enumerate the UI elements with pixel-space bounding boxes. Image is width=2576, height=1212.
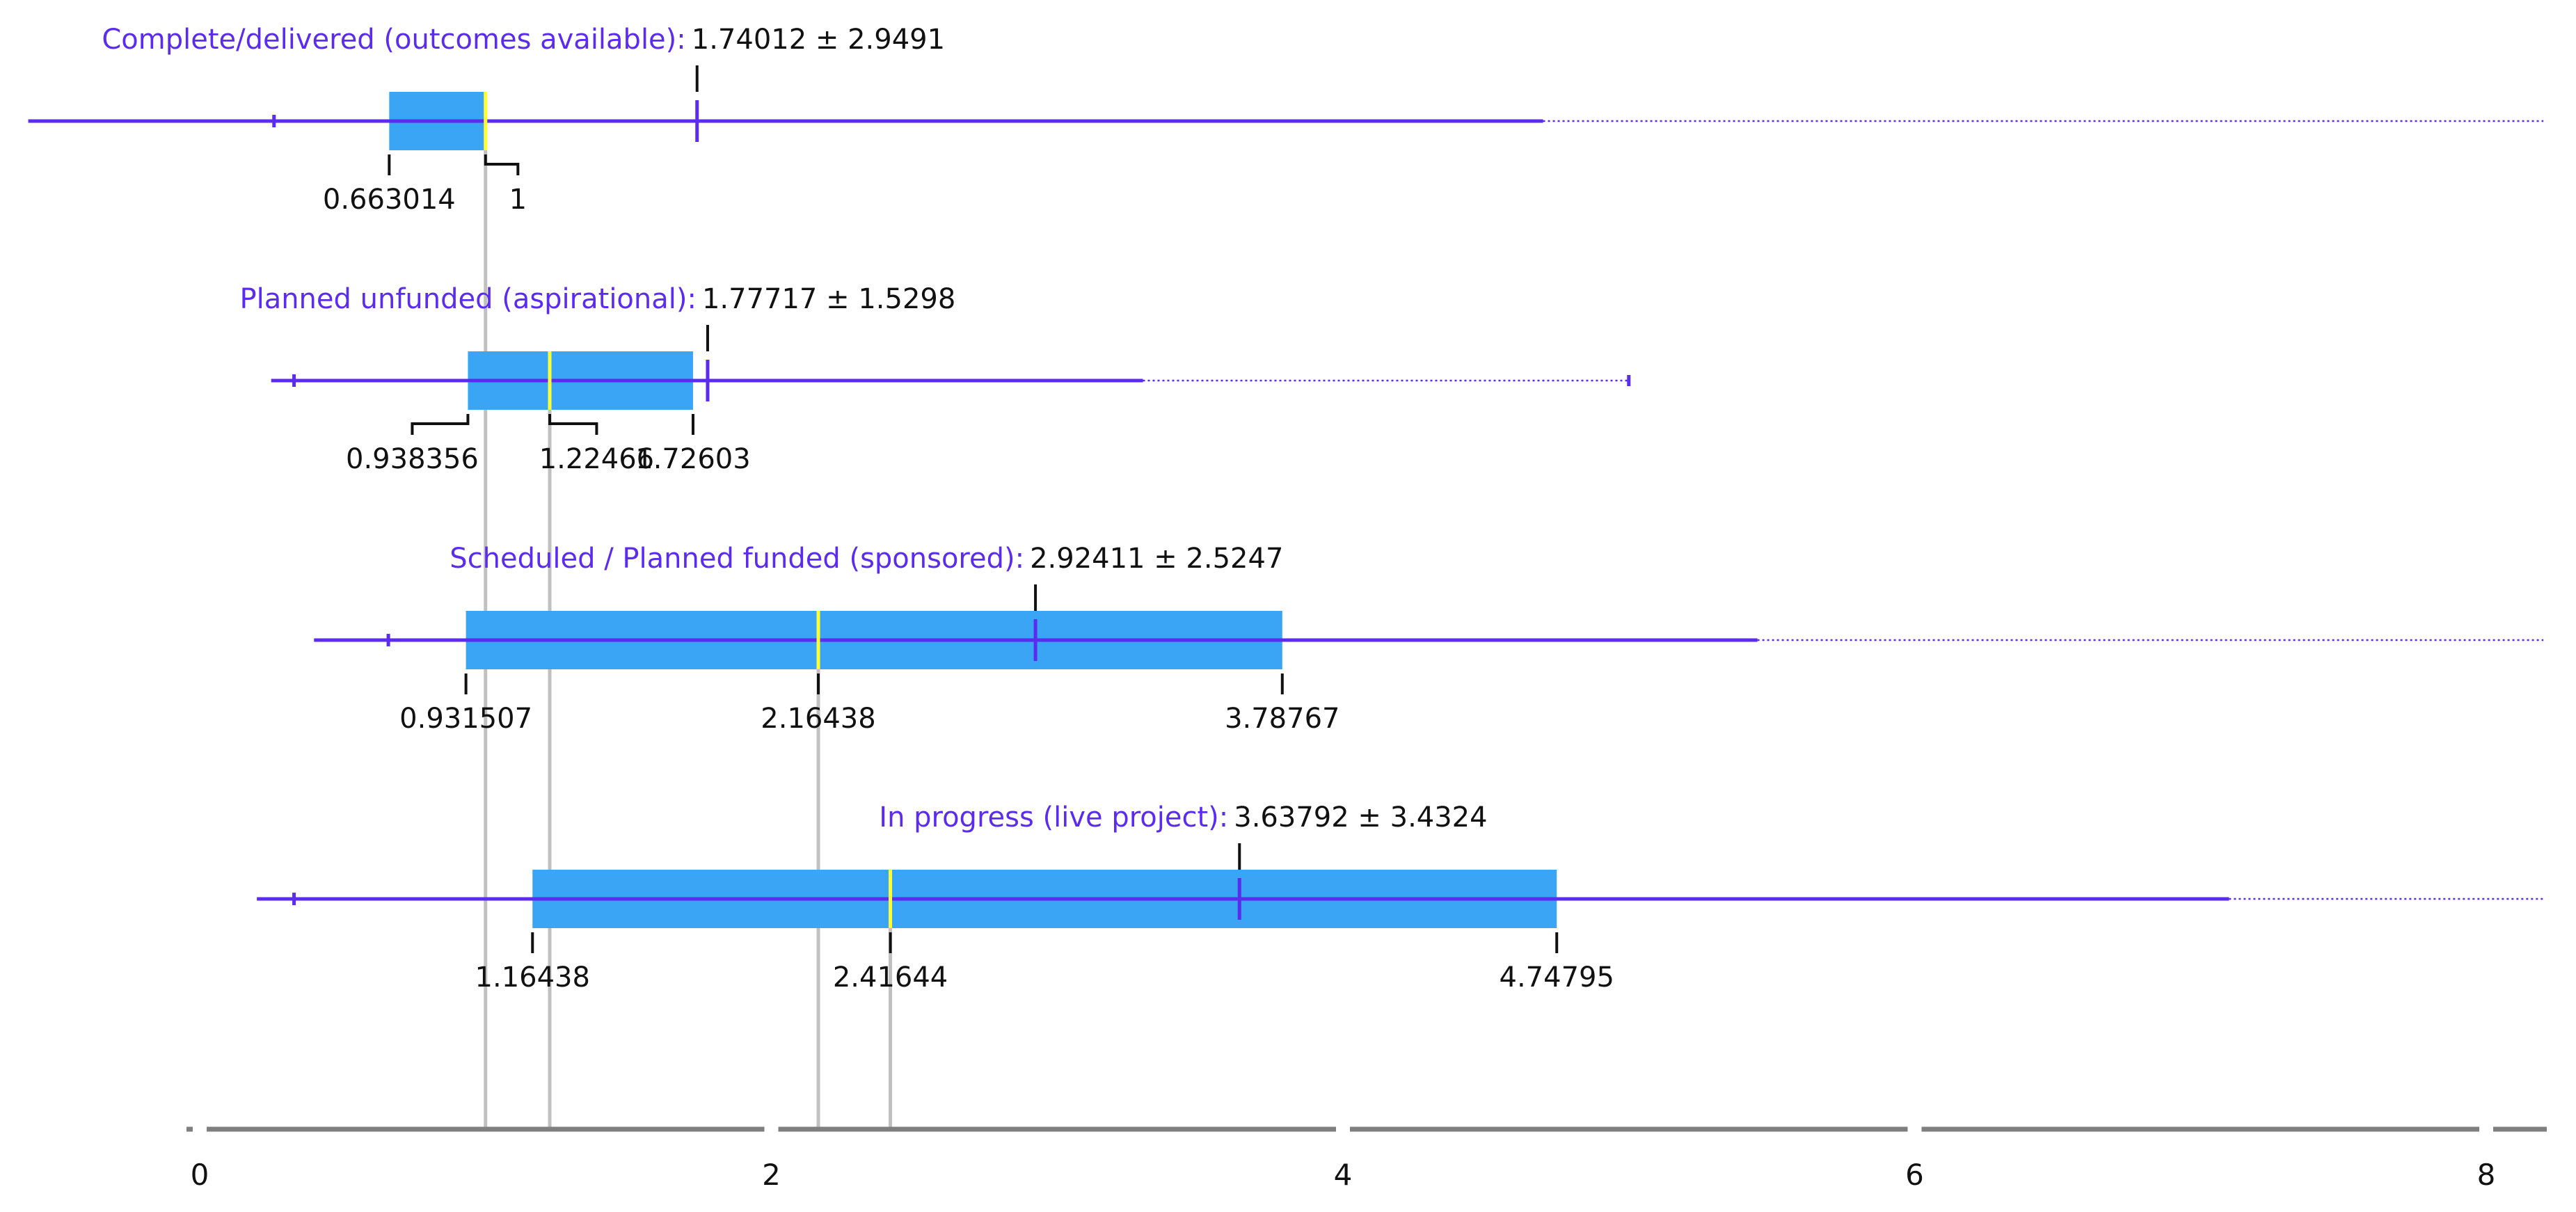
x-tick-label: 4 [1334, 1158, 1353, 1192]
row-stat: 1.74012 ± 2.9491 [692, 24, 945, 56]
box-row: Complete/delivered (outcomes available):… [28, 24, 2544, 216]
value-label: 1.16438 [475, 962, 590, 994]
value-label: 1.22466 [539, 443, 654, 475]
value-label: 3.78767 [1225, 703, 1339, 735]
value-label: 2.16438 [761, 703, 875, 735]
x-tick-label: 0 [191, 1158, 209, 1192]
value-label: 0.938356 [346, 443, 479, 475]
row-stat: 3.63792 ± 3.4324 [1234, 802, 1487, 834]
box-row: Planned unfunded (aspirational): 1.77717 … [239, 283, 1631, 475]
x-tick-label: 6 [1905, 1158, 1924, 1192]
value-leader [484, 154, 520, 175]
row-title: Scheduled / Planned funded (sponsored): [450, 543, 1024, 575]
x-axis: 0 2 4 6 8 [186, 1126, 2547, 1192]
value-label: 1 [509, 184, 527, 216]
box-row: In progress (live project): 3.63792 ± 3.4… [257, 802, 2544, 994]
value-label: 1.72603 [635, 443, 750, 475]
value-leader [548, 414, 598, 435]
x-tick-label: 8 [2477, 1158, 2496, 1192]
value-label: 4.74795 [1500, 962, 1614, 994]
row-stat: 2.92411 ± 2.5247 [1030, 543, 1283, 575]
value-leader [411, 414, 470, 435]
row-title: In progress (live project): [879, 802, 1228, 834]
row-title: Complete/delivered (outcomes available): [102, 24, 685, 56]
value-label: 0.663014 [323, 184, 456, 216]
value-label: 0.931507 [399, 703, 532, 735]
x-tick-label: 2 [762, 1158, 781, 1192]
box-rows: Complete/delivered (outcomes available):… [28, 24, 2544, 994]
row-title: Planned unfunded (aspirational): [239, 283, 697, 315]
row-stat: 1.77717 ± 1.5298 [702, 283, 955, 315]
box-row: Scheduled / Planned funded (sponsored): 2… [314, 543, 2544, 735]
value-label: 2.41644 [833, 962, 948, 994]
